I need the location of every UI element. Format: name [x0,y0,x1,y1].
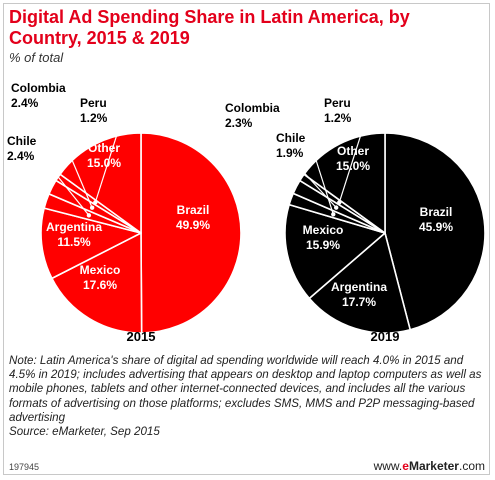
slice-label-2015-brazil: Brazil 49.9% [176,203,210,232]
slice-label-2015-chile: Chile 2.4% [7,134,37,163]
brand-name: Marketer [408,459,459,473]
chart-frame [3,3,490,475]
chart-subtitle: % of total [9,50,64,65]
pie-slice-2019-other [303,132,386,234]
slice-label-2019-chile: Chile 1.9% [276,131,306,160]
emarketer-logo: www.eMarketer.com [374,459,485,473]
pie-slice-2019-brazil [384,132,486,331]
slice-label-2019-other: Other 15.0% [336,144,370,173]
chart-title: Digital Ad Spending Share in Latin Ameri… [9,7,410,48]
leader-dot-2015-colombia [89,205,95,210]
pie-slice-2015-argentina [40,207,142,280]
leader-line-2015-chile [46,162,90,216]
slice-label-2019-peru: Peru 1.2% [324,96,352,125]
pie-slice-2015-brazil [140,132,242,334]
pie-chart-2019: Brazil 45.9% Argentina 17.7% Mexico 15.9% Chil… [225,96,486,344]
leader-dot-2015-peru [93,200,98,205]
pie-slice-2015-mexico [51,232,143,334]
source-text: Source: eMarketer, Sep 2015 [9,425,160,439]
pie-slice-2015-other [59,132,142,234]
slice-label-2019-brazil: Brazil 45.9% [419,205,453,234]
leader-line-2019-peru [338,124,365,203]
pie-chart-2015: Brazil 49.9% Mexico 17.6% Argentina 11.5% Chil… [7,81,242,344]
leader-line-2015-colombia [50,109,93,208]
leader-line-2019-chile [315,159,334,215]
pie-year-label-2015: 2015 [127,329,156,344]
slice-label-2015-argentina: Argentina 11.5% [46,220,102,249]
brand-e: e [402,459,409,473]
slice-label-2015-other: Other 15.0% [87,141,121,170]
pie-slice-2019-mexico [284,203,386,300]
slice-label-2015-colombia: Colombia 2.4% [11,81,66,110]
chart-note: Note: Latin America's share of digital a… [9,354,487,439]
slice-label-2015-peru: Peru 1.2% [80,96,108,125]
leader-dot-2019-chile [331,212,336,217]
brand-prefix: www. [373,459,403,473]
brand-suffix: .com [458,459,485,473]
pie-year-label-2019: 2019 [371,329,400,344]
leader-dot-2019-peru [337,200,342,205]
note-text: Note: Latin America's share of digital a… [9,354,482,424]
pie-slice-2019-argentina [308,232,411,334]
slice-label-2019-argentina: Argentina 17.7% [331,280,387,309]
leader-dot-2019-colombia [334,205,339,210]
leader-line-2019-colombia [264,129,337,209]
slice-label-2015-mexico: Mexico 17.6% [80,263,121,292]
leader-line-2015-peru [94,124,121,203]
chart-id: 197945 [9,462,40,472]
leader-dot-2015-chile [86,213,92,218]
slice-label-2019-mexico: Mexico 15.9% [303,223,344,252]
slice-label-2019-colombia: Colombia 2.3% [225,101,280,130]
